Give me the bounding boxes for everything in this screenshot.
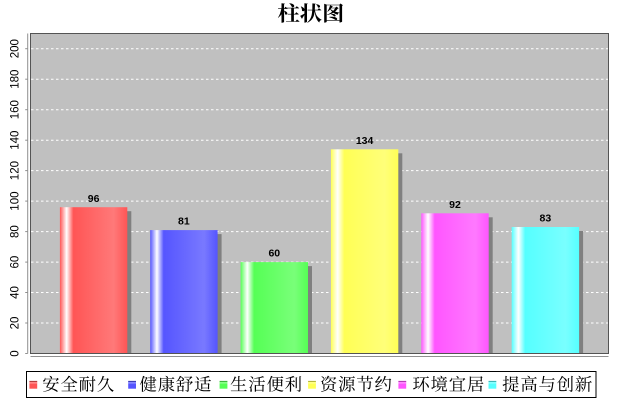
svg-text:0: 0 <box>10 350 22 356</box>
svg-text:96: 96 <box>88 193 100 205</box>
svg-text:134: 134 <box>356 135 374 147</box>
svg-text:60: 60 <box>10 256 22 269</box>
svg-text:80: 80 <box>10 225 22 238</box>
svg-text:180: 180 <box>10 70 22 89</box>
svg-text:20: 20 <box>10 317 22 330</box>
svg-text:140: 140 <box>10 131 22 150</box>
svg-text:83: 83 <box>540 213 552 225</box>
svg-text:160: 160 <box>10 100 22 119</box>
svg-text:40: 40 <box>10 286 22 299</box>
svg-text:100: 100 <box>10 192 22 211</box>
svg-text:120: 120 <box>10 161 22 180</box>
svg-text:200: 200 <box>10 39 22 58</box>
svg-text:60: 60 <box>268 248 280 260</box>
svg-text:92: 92 <box>449 199 461 211</box>
svg-text:81: 81 <box>178 216 190 228</box>
